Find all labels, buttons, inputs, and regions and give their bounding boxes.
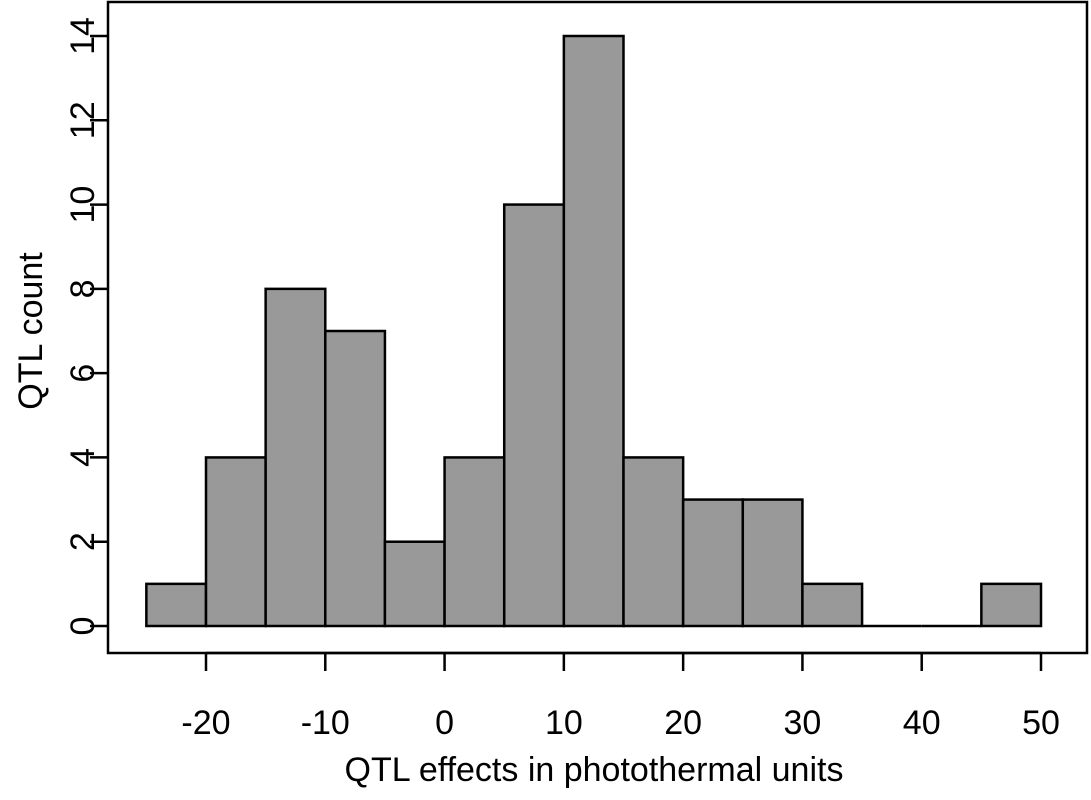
histogram-bar-10 xyxy=(741,498,804,628)
histogram-bar-14 xyxy=(980,582,1043,628)
histogram-bar-5 xyxy=(443,456,506,628)
bars-layer xyxy=(145,34,1043,628)
x-tick-label: -20 xyxy=(181,704,230,742)
y-tick-label: 2 xyxy=(64,532,102,551)
x-tick-label: 40 xyxy=(903,704,941,742)
y-axis-label: QTL count xyxy=(12,252,50,410)
histogram-bar-3 xyxy=(324,329,387,628)
x-tick-label: 30 xyxy=(784,704,822,742)
histogram-bar-6 xyxy=(502,203,566,628)
histogram-bar-7 xyxy=(562,34,625,628)
histogram-bar-9 xyxy=(681,498,745,628)
y-tick-label: 10 xyxy=(64,186,102,224)
histogram-bar-2 xyxy=(264,287,327,628)
y-tick-label: 6 xyxy=(64,364,102,383)
y-tick-label: 4 xyxy=(64,448,102,467)
y-tick-label: 12 xyxy=(64,101,102,139)
y-axis: 0 2 4 6 8 10 12 14 xyxy=(64,17,108,635)
histogram-bar-11 xyxy=(801,582,864,628)
y-tick-label: 14 xyxy=(64,17,102,55)
x-tick-label: 20 xyxy=(664,704,702,742)
x-tick-label: 50 xyxy=(1022,704,1060,742)
x-axis-label: QTL effects in photothermal units xyxy=(345,751,844,789)
x-tick-label: 10 xyxy=(545,704,583,742)
histogram-bar-1 xyxy=(204,456,267,628)
x-tick-label: -10 xyxy=(301,704,350,742)
histogram-bar-0 xyxy=(145,582,208,628)
x-tick-label: 0 xyxy=(435,704,454,742)
y-tick-label: 8 xyxy=(64,279,102,298)
histogram-bar-4 xyxy=(383,540,446,628)
histogram-bar-8 xyxy=(622,456,685,628)
y-tick-label: 0 xyxy=(64,617,102,636)
x-axis: -20 -10 0 10 20 30 40 50 xyxy=(181,651,1060,742)
